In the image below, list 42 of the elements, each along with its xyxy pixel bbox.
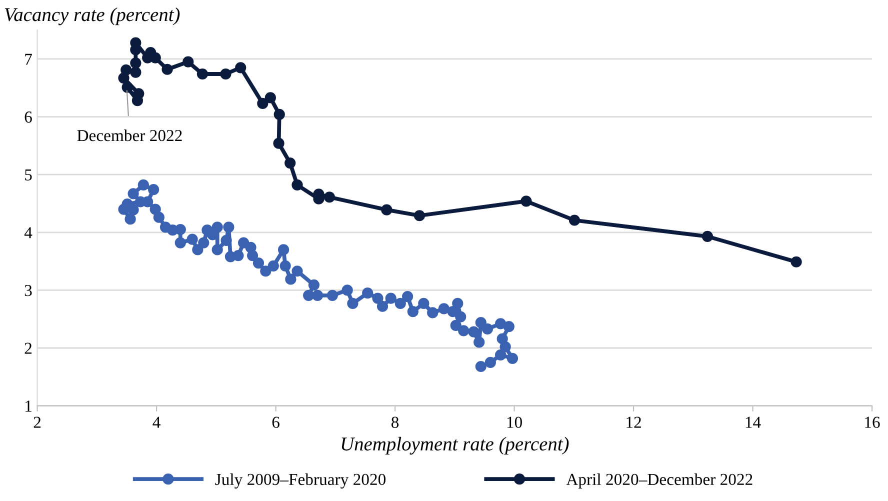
point (130, 57, 142, 69)
point (284, 157, 296, 169)
y-tick-label: 2 (24, 342, 32, 354)
x-tick-label: 14 (746, 416, 761, 428)
point (196, 68, 208, 80)
y-tick-label: 5 (25, 169, 32, 181)
x-tick-label: 12 (626, 416, 641, 428)
point (292, 179, 303, 191)
annotation: December 2022 (77, 129, 182, 142)
y-tick-label: 4 (24, 227, 32, 238)
legend-label: July 2009–February 2020 (215, 473, 386, 489)
y-tick-label: 1 (26, 400, 32, 412)
point (324, 192, 336, 203)
point (381, 204, 392, 216)
x-tick-label: 4 (152, 416, 160, 428)
x-axis-title: Unemployment rate (percent) (342, 436, 569, 455)
x-tick-label: 10 (507, 416, 522, 428)
y-tick-label: 7 (25, 54, 32, 65)
point (162, 64, 173, 75)
point (182, 56, 194, 68)
legend-label: April 2020–December 2022 (566, 473, 752, 488)
point (122, 82, 133, 93)
point (130, 66, 142, 78)
point (568, 214, 580, 226)
point (257, 98, 268, 110)
point (118, 72, 130, 84)
y-axis-title: Vacancy rate (percent) (4, 8, 180, 26)
point (220, 68, 232, 80)
y-tick-label: 6 (24, 112, 32, 123)
point (264, 92, 276, 104)
point (790, 256, 802, 268)
point (414, 210, 426, 222)
y-tick-label: 3 (24, 284, 32, 296)
point (274, 108, 285, 120)
point (702, 230, 714, 242)
x-tick-label: 6 (272, 416, 280, 428)
x-tick-label: 16 (865, 416, 880, 428)
x-tick-label: 2 (34, 416, 41, 428)
point (235, 62, 246, 74)
point (273, 138, 284, 149)
point (520, 196, 532, 207)
x-tick-label: 8 (392, 416, 399, 428)
